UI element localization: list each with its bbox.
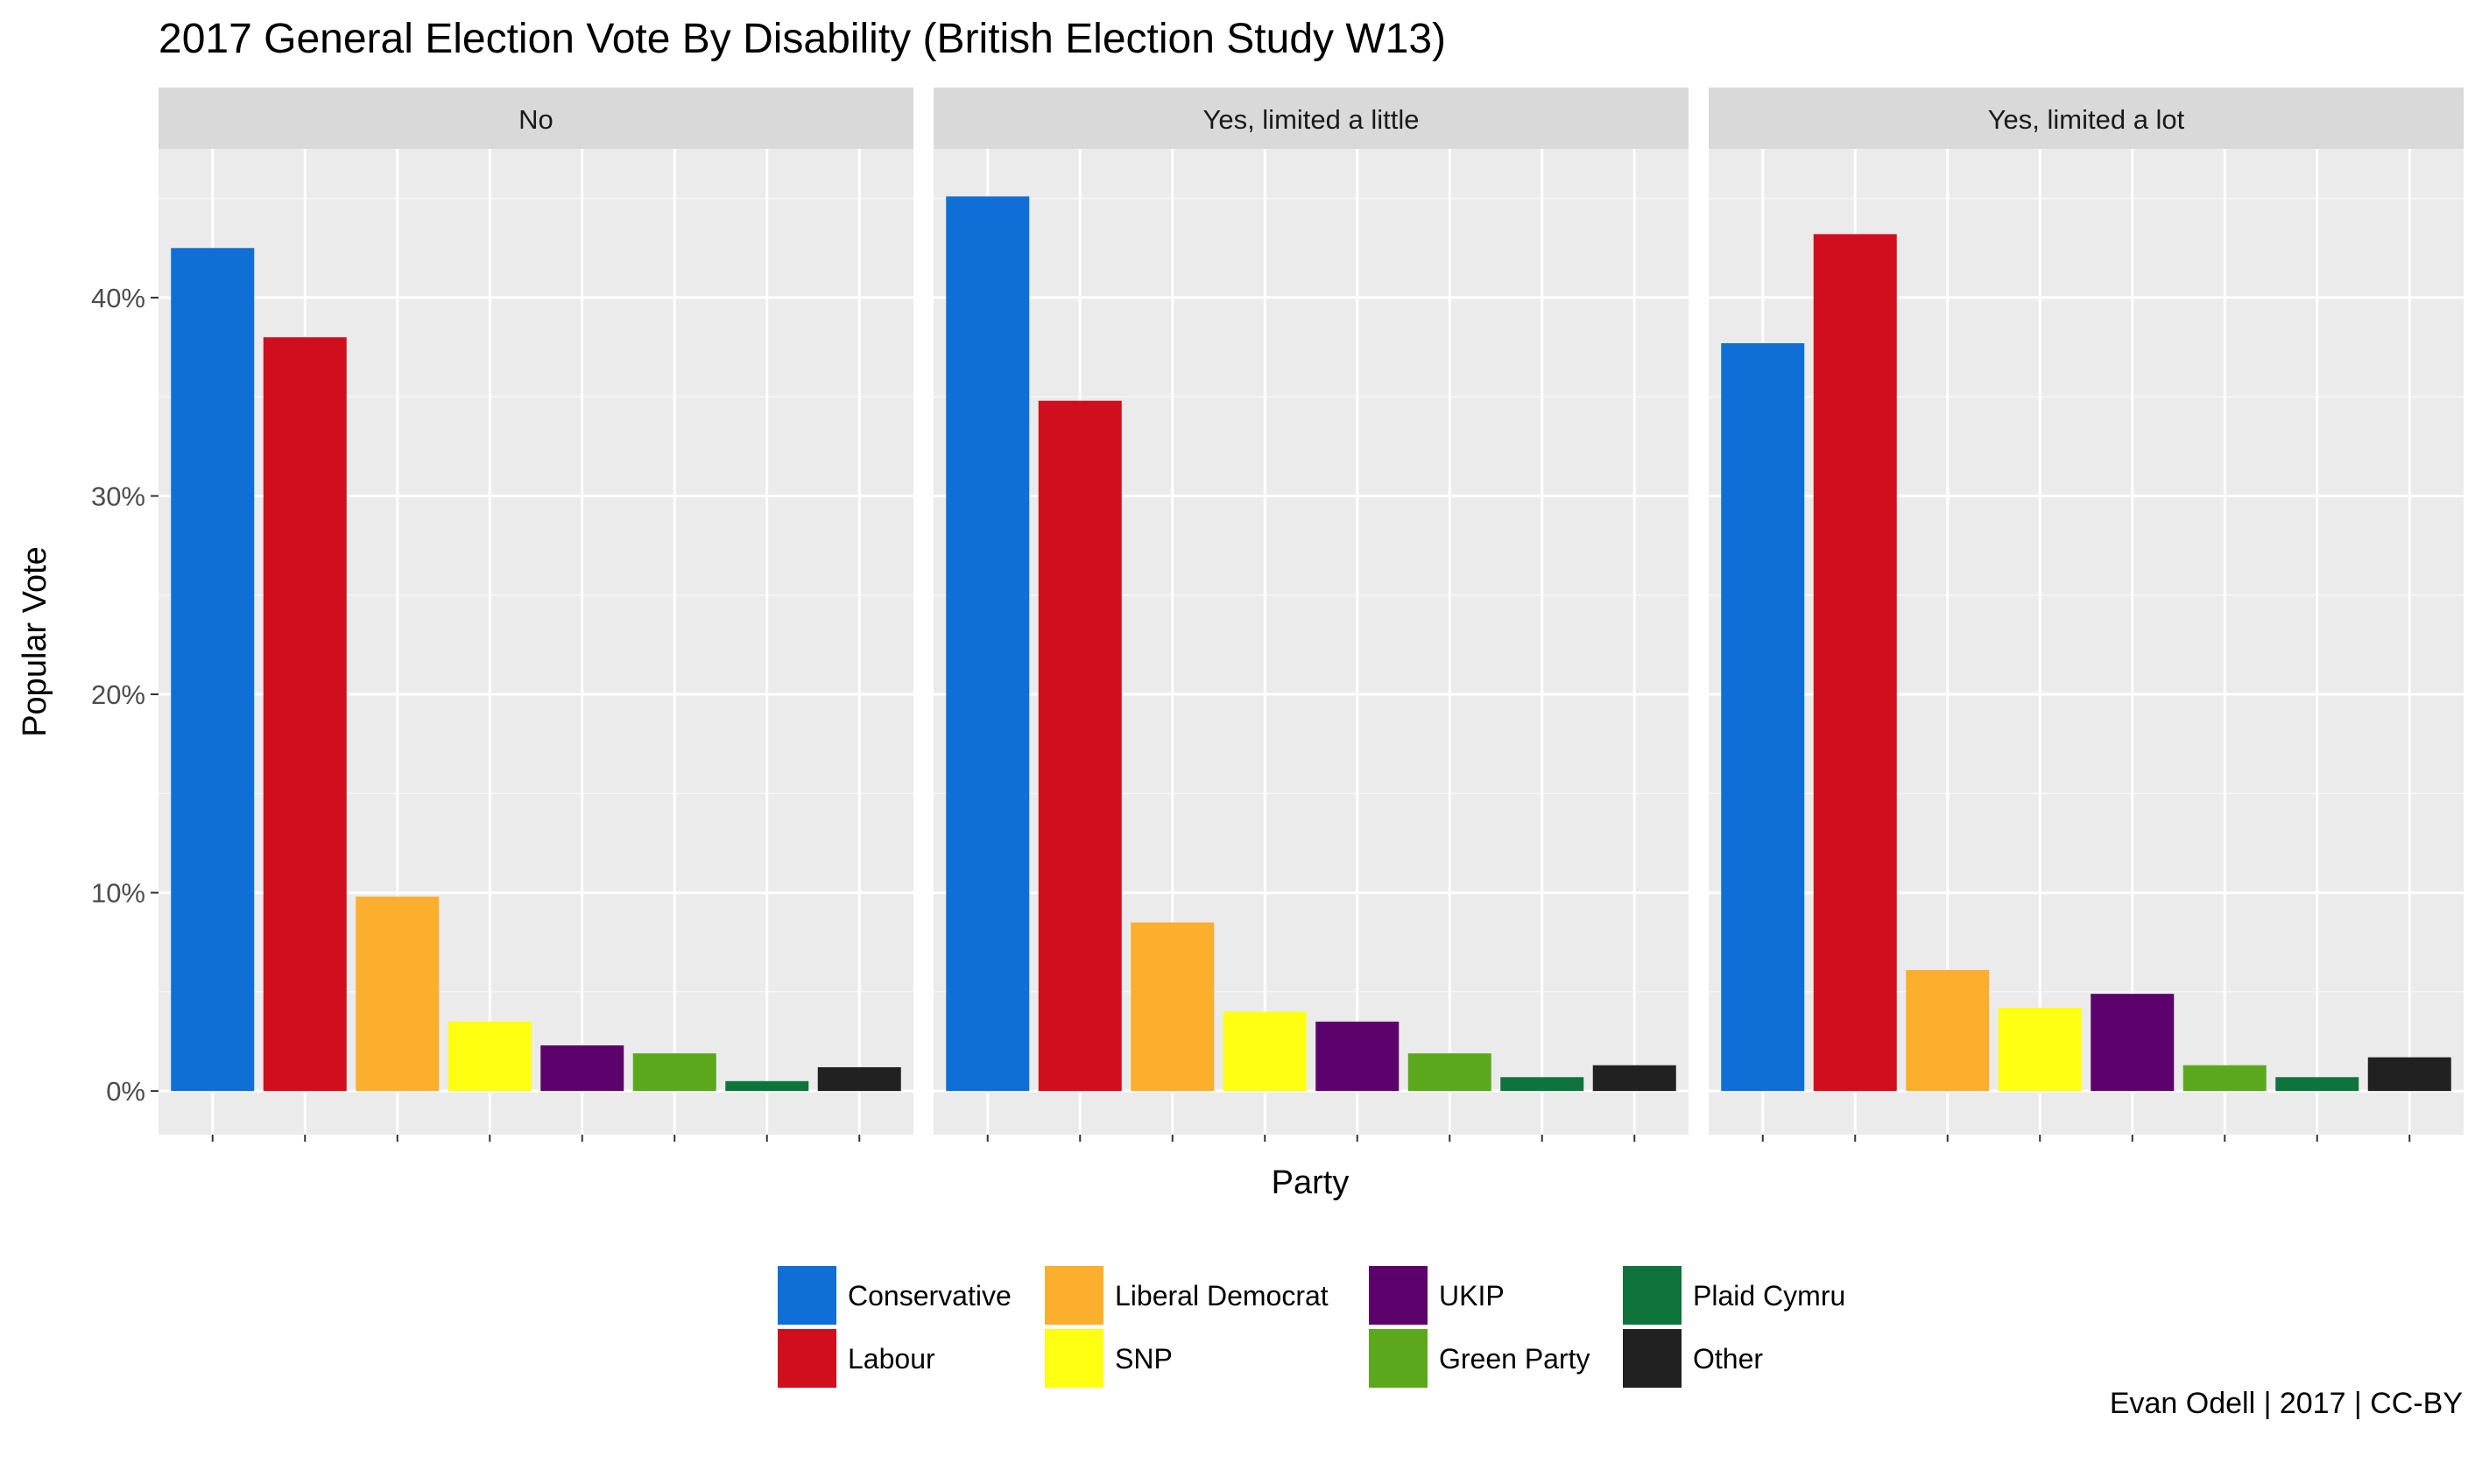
bar-green-party [1407,1053,1491,1092]
legend-label: Plaid Cymru [1693,1280,1845,1312]
legend-swatch [1045,1266,1104,1325]
legend-item-green-party: Green Party [1369,1329,1590,1388]
facet-strip-label: Yes, limited a lot [1988,104,2185,135]
legend-item-ukip: UKIP [1369,1266,1505,1325]
facet-strip [1709,88,2464,149]
legend-swatch [1045,1329,1104,1388]
bar-labour [1038,400,1122,1092]
y-tick-label: 30% [91,481,145,511]
legend-label: Labour [848,1343,935,1375]
facet-strip [934,88,1689,149]
legend-swatch [778,1329,836,1388]
bar-green-party [632,1053,716,1092]
bar-snp [448,1021,532,1092]
facet-panels: No Yes, limited a little Yes, limited a lo… [159,88,2464,1142]
bar-liberal-democrat [356,897,440,1092]
y-tick-label: 0% [106,1076,145,1107]
bar-conservative [1721,343,1805,1092]
legend: Conservative Labour Liberal Democrat SNP UKI… [778,1266,1845,1388]
bar-plaid-cymru [1500,1077,1584,1092]
legend-label: SNP [1115,1343,1173,1375]
bar-liberal-democrat [1906,969,1990,1092]
bar-other [2367,1057,2451,1092]
bar-green-party [2182,1065,2267,1092]
facet-strip-label: Yes, limited a little [1203,104,1420,135]
facet-panel-no: No [159,88,913,1142]
legend-label: Liberal Democrat [1115,1280,1329,1312]
bar-other [817,1066,901,1092]
bar-labour [263,337,347,1092]
legend-item-labour: Labour [778,1329,935,1388]
x-axis-label: Party [1272,1164,1350,1201]
bar-plaid-cymru [2275,1077,2359,1092]
legend-item-liberal-democrat: Liberal Democrat [1045,1266,1329,1325]
bar-conservative [171,248,255,1092]
legend-item-plaid-cymru: Plaid Cymru [1623,1266,1845,1325]
legend-label: Conservative [848,1280,1012,1312]
bar-ukip [540,1045,624,1092]
legend-label: Green Party [1439,1343,1590,1375]
legend-swatch [1369,1266,1428,1325]
legend-label: Other [1693,1343,1763,1375]
legend-swatch [1369,1329,1428,1388]
facet-strip [159,88,913,149]
legend-item-conservative: Conservative [778,1266,1012,1325]
facet-panel-yes-limited-a-little: Yes, limited a little [934,88,1689,1142]
legend-swatch [778,1266,836,1325]
y-axis: 0% 10% 20% 30% 40% [91,283,159,1107]
bar-liberal-democrat [1131,922,1215,1092]
chart-title: 2017 General Election Vote By Disability… [159,16,1446,62]
y-tick-label: 20% [91,679,145,710]
legend-swatch [1623,1329,1682,1388]
legend-item-other: Other [1623,1329,1763,1388]
bar-snp [1223,1011,1307,1092]
bar-snp [1998,1008,2082,1092]
y-tick-label: 40% [91,283,145,313]
caption: Evan Odell | 2017 | CC-BY [2110,1387,2463,1420]
bar-plaid-cymru [725,1080,809,1092]
y-axis-label: Popular Vote [17,546,53,737]
bar-conservative [946,196,1030,1092]
legend-label: UKIP [1439,1280,1505,1312]
y-tick-label: 10% [91,878,145,909]
facet-strip-label: No [518,104,554,135]
bar-ukip [2091,994,2175,1092]
legend-swatch [1623,1266,1682,1325]
bar-labour [1813,234,1897,1092]
bar-ukip [1315,1021,1400,1092]
legend-item-snp: SNP [1045,1329,1173,1388]
bar-other [1592,1065,1676,1092]
facet-panel-yes-limited-a-lot: Yes, limited a lot [1709,88,2464,1142]
